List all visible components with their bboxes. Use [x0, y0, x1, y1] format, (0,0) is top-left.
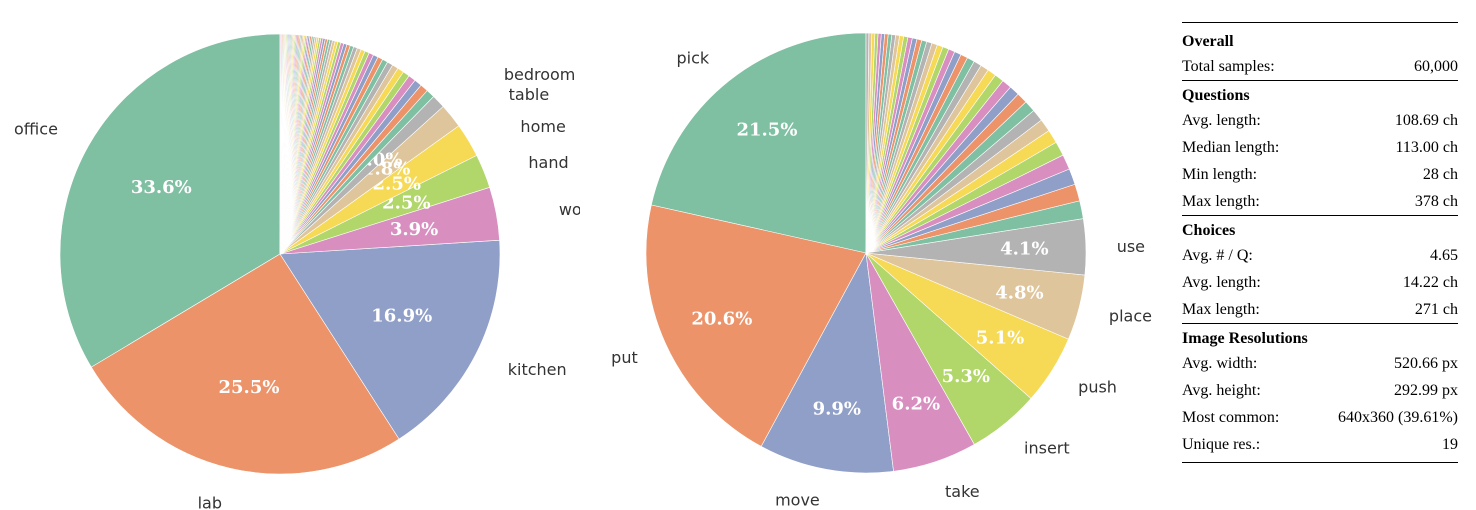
row-value: 640x360 (39.61%)	[1338, 409, 1458, 426]
slice-percent-push: 5.1%	[976, 327, 1024, 348]
slice-percent-office: 33.6%	[131, 177, 192, 198]
pie-slice-move	[760, 252, 894, 474]
table-row: Avg. height: 292.99 px	[1182, 377, 1458, 404]
slice-label-office: office	[14, 119, 58, 138]
slice-label-move: move	[775, 491, 820, 510]
slice-percent-take: 6.2%	[892, 393, 940, 414]
section-title: Overall	[1182, 33, 1234, 50]
pie-slice-office	[59, 33, 281, 368]
slice-percent-insert: 5.3%	[942, 366, 990, 387]
row-label: Median length:	[1182, 139, 1280, 156]
row-value: 4.65	[1430, 247, 1458, 264]
row-label: Avg. # / Q:	[1182, 247, 1253, 264]
table-section: Choices Avg. # / Q: 4.65 Avg. length: 14.22 …	[1182, 215, 1458, 323]
action-pie-chart: pick 21.5% put 20.6% move 9.9% take 6.2% insert 5…	[611, 32, 1152, 510]
row-value: 520.66 px	[1394, 355, 1458, 372]
pie-slice-lab	[90, 253, 400, 475]
statistics-table: Overall Total samples: 60,000 Questions Avg.…	[1182, 22, 1458, 463]
table-row: Most common: 640x360 (39.61%)	[1182, 404, 1458, 431]
slice-percent-put: 20.6%	[691, 309, 752, 330]
slice-label-use: use	[1117, 237, 1145, 256]
slice-percent-pick: 21.5%	[736, 119, 797, 140]
slice-label-home: home	[520, 117, 565, 136]
row-label: Avg. length:	[1182, 112, 1261, 129]
pie-slice-put	[645, 204, 867, 447]
table-row: Min length: 28 ch	[1182, 161, 1458, 188]
slice-label-hand: hand	[528, 153, 568, 172]
slice-percent-workshop: 3.9%	[390, 219, 438, 240]
table-row: Median length: 113.00 ch	[1182, 134, 1458, 161]
pie-slice-minor	[279, 33, 282, 255]
row-value: 108.69 ch	[1394, 112, 1458, 129]
section-title: Questions	[1182, 87, 1250, 104]
slice-label-take: take	[945, 482, 980, 501]
slice-label-workshop: workshop	[559, 200, 580, 219]
table-row: Unique res.: 19	[1182, 431, 1458, 458]
slice-label-lab: lab	[198, 494, 222, 510]
pie-slice-minor	[865, 32, 870, 254]
table-row: Avg. length: 14.22 ch	[1182, 269, 1458, 296]
table-row: Max length: 378 ch	[1182, 188, 1458, 215]
section-title: Choices	[1182, 222, 1236, 239]
row-label: Unique res.:	[1182, 436, 1261, 453]
table-row: Avg. width: 520.66 px	[1182, 350, 1458, 377]
row-value: 378 ch	[1414, 193, 1458, 210]
pie-slice-kitchen	[279, 239, 501, 440]
slice-percent-use: 4.1%	[1000, 239, 1048, 260]
slice-percent-hand: 2.5%	[382, 193, 430, 214]
row-label: Max length:	[1182, 301, 1260, 318]
row-value: 14.22 ch	[1402, 274, 1458, 291]
row-label: Avg. length:	[1182, 274, 1261, 291]
section-title: Image Resolutions	[1182, 330, 1308, 347]
row-label: Min length:	[1182, 166, 1258, 183]
table-row: Avg. length: 108.69 ch	[1182, 107, 1458, 134]
slice-percent-lab: 25.5%	[219, 377, 280, 398]
table-row: Avg. # / Q: 4.65	[1182, 242, 1458, 269]
location-pie-chart: office 33.6% lab 25.5% kitchen 16.9% workshop 3…	[14, 33, 580, 510]
row-value: 271 ch	[1414, 301, 1458, 318]
table-row: Total samples: 60,000	[1182, 53, 1458, 80]
slice-label-table: table	[509, 85, 550, 104]
slice-percent-move: 9.9%	[813, 399, 861, 420]
slice-label-push: push	[1078, 378, 1117, 397]
slice-percent-place: 4.8%	[995, 282, 1043, 303]
slice-label-place: place	[1109, 306, 1152, 325]
slice-percent-kitchen: 16.9%	[371, 306, 432, 327]
slice-label-put: put	[611, 348, 638, 367]
table-section: Overall Total samples: 60,000	[1182, 23, 1458, 80]
table-row: Max length: 271 ch	[1182, 296, 1458, 323]
row-value: 113.00 ch	[1395, 139, 1458, 156]
row-label: Max length:	[1182, 193, 1260, 210]
row-label: Total samples:	[1182, 58, 1275, 75]
pie-slice-pick	[650, 32, 867, 254]
slice-label-bedroom: bedroom	[504, 65, 576, 84]
slice-label-kitchen: kitchen	[508, 360, 567, 379]
row-label: Avg. height:	[1182, 382, 1261, 399]
table-section: Questions Avg. length: 108.69 ch Median len…	[1182, 80, 1458, 215]
row-value: 19	[1442, 436, 1458, 453]
row-value: 28 ch	[1422, 166, 1458, 183]
table-section: Image Resolutions Avg. width: 520.66 px Avg…	[1182, 323, 1458, 462]
row-label: Most common:	[1182, 409, 1280, 426]
row-value: 292.99 px	[1394, 382, 1458, 399]
slice-label-insert: insert	[1024, 439, 1070, 458]
row-label: Avg. width:	[1182, 355, 1258, 372]
slice-label-pick: pick	[677, 48, 710, 67]
row-value: 60,000	[1414, 58, 1458, 75]
